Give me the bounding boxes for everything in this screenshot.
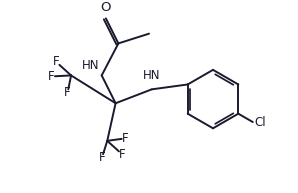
Text: F: F <box>48 70 54 83</box>
Text: F: F <box>63 86 70 99</box>
Text: F: F <box>119 148 126 161</box>
Text: Cl: Cl <box>254 116 266 129</box>
Text: O: O <box>101 1 111 14</box>
Text: F: F <box>122 132 129 145</box>
Text: HN: HN <box>82 59 100 72</box>
Text: F: F <box>52 55 59 68</box>
Text: HN: HN <box>143 69 161 82</box>
Text: F: F <box>98 151 105 164</box>
